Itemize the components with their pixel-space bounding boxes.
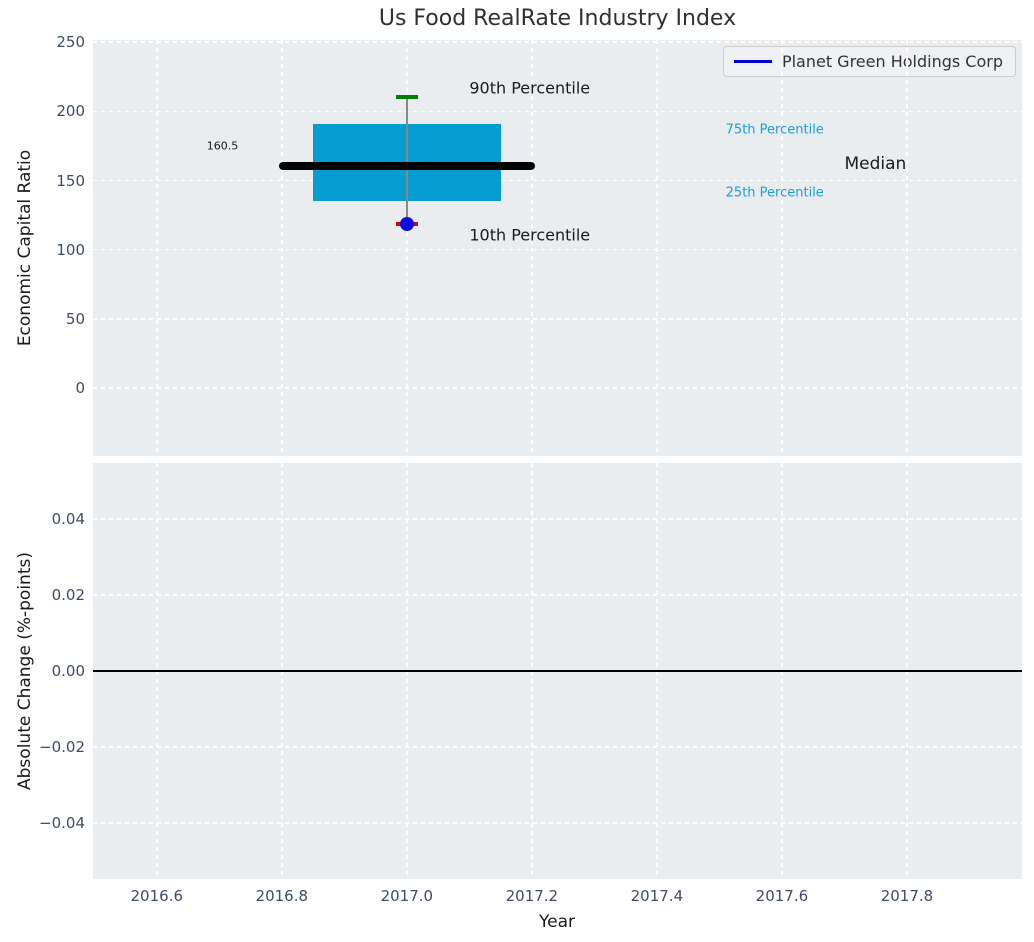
- gridline-horizontal: [93, 594, 1022, 596]
- legend-label: Planet Green Holdings Corp: [781, 52, 1003, 71]
- gridline-vertical: [156, 40, 158, 456]
- gridline-vertical: [406, 40, 408, 456]
- x-tick-label: 2017.2: [505, 887, 559, 905]
- annotation-90th-percentile: 90th Percentile: [469, 78, 591, 98]
- gridline-horizontal: [93, 746, 1022, 748]
- y-tick-label: 200: [56, 102, 85, 121]
- x-tick-label: 2016.8: [255, 887, 309, 905]
- x-tick-label: 2017.0: [380, 887, 434, 905]
- y-tick-label: 0.00: [51, 662, 85, 680]
- x-tick-label: 2017.4: [630, 887, 684, 905]
- y-tick-label: 250: [56, 33, 85, 52]
- y-axis-label-top: Economic Capital Ratio: [15, 149, 35, 347]
- gridline-horizontal: [93, 518, 1022, 520]
- y-axis-label-bottom: Absolute Change (%-points): [15, 552, 35, 790]
- whisker: [406, 97, 408, 225]
- annotation-75th-percentile: 75th Percentile: [725, 122, 824, 138]
- y-tick-label: 100: [56, 240, 85, 259]
- y-tick-label: 0.04: [51, 509, 85, 528]
- axes-economic-capital-ratio: Planet Green Holdings Corp 0 50 100 150 200 2…: [56, 33, 1022, 456]
- x-axis-label: Year: [539, 912, 575, 932]
- annotation-160-5: 160.5: [206, 139, 239, 153]
- legend: Planet Green Holdings Corp: [722, 46, 1016, 77]
- company-marker: [399, 217, 414, 232]
- axes-absolute-change: 2016.6 2016.8 2017.0 2017.2 2017.4 2017.6 2017…: [39, 463, 1022, 905]
- gridline-horizontal: [93, 822, 1022, 824]
- annotation-10th-percentile: 10th Percentile: [469, 225, 591, 244]
- y-tick-label: 0: [75, 379, 85, 398]
- gridline-vertical: [781, 40, 783, 456]
- cap-90th-percentile: [395, 95, 419, 100]
- gridline-horizontal: [93, 110, 1022, 113]
- y-tick-label: 150: [56, 171, 85, 190]
- y-tick-label: 0.02: [51, 585, 85, 604]
- gridline-horizontal: [93, 387, 1022, 389]
- gridline-horizontal: [93, 248, 1022, 251]
- x-tick-label: 2017.8: [880, 887, 934, 905]
- gridline-vertical: [656, 40, 658, 456]
- legend-line-sample: [733, 60, 772, 63]
- gridline-horizontal: [93, 318, 1022, 320]
- median-line: [278, 161, 535, 170]
- chart-title: Us Food RealRate Industry Index: [378, 6, 737, 31]
- x-tick-label: 2017.6: [755, 887, 809, 905]
- y-tick-label: 50: [65, 309, 85, 328]
- gridline-vertical: [531, 40, 533, 456]
- gridline-horizontal: [93, 41, 1022, 43]
- x-tick-label: 2016.6: [130, 887, 184, 905]
- gridline-vertical: [906, 40, 908, 456]
- y-tick-label: −0.04: [39, 814, 85, 833]
- annotation-median: Median: [844, 153, 907, 174]
- gridline-vertical: [281, 40, 283, 456]
- gridline-horizontal: [93, 179, 1022, 182]
- zero-line: [93, 670, 1022, 672]
- y-tick-label: −0.02: [39, 738, 85, 757]
- annotation-25th-percentile: 25th Percentile: [725, 185, 824, 201]
